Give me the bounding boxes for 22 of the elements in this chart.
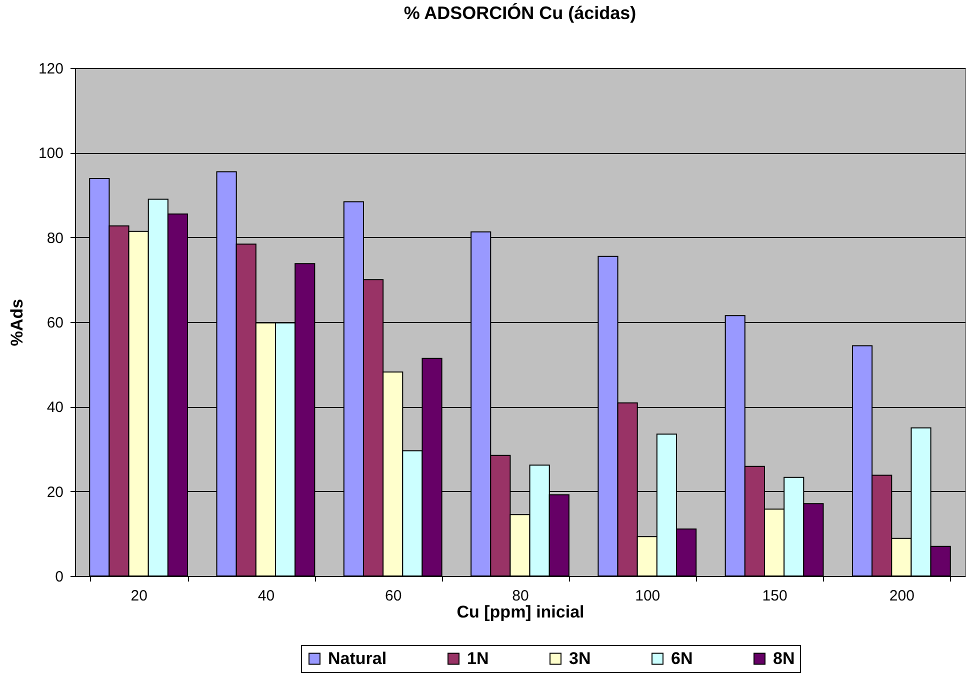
y-tick-label: 80 — [46, 230, 64, 247]
legend-label: 6N — [671, 648, 693, 668]
chart-title: % ADSORCIÓN Cu (ácidas) — [404, 3, 636, 23]
y-tick-label: 60 — [46, 314, 64, 332]
x-tick-label: 150 — [762, 588, 788, 604]
y-axis-title: %Ads — [7, 298, 26, 346]
legend-label: 3N — [569, 648, 591, 668]
x-tick-label: 40 — [258, 588, 275, 604]
x-tick-label: 100 — [635, 588, 660, 604]
x-tick-label: 60 — [385, 588, 402, 604]
x-tick-label: 80 — [512, 588, 529, 604]
y-tick-label: 0 — [55, 568, 64, 586]
y-tick-label: 100 — [38, 145, 64, 162]
x-tick-label: 20 — [130, 588, 148, 604]
legend-label: 8N — [773, 648, 795, 668]
legend-label: 1N — [467, 648, 489, 668]
y-tick-label: 120 — [38, 60, 64, 78]
y-tick-label: 40 — [46, 399, 64, 416]
x-axis-title: Cu [ppm] inicial — [456, 602, 584, 622]
y-tick-label: 20 — [46, 484, 64, 501]
legend-label: Natural — [328, 648, 387, 668]
x-tick-label: 200 — [889, 588, 914, 604]
